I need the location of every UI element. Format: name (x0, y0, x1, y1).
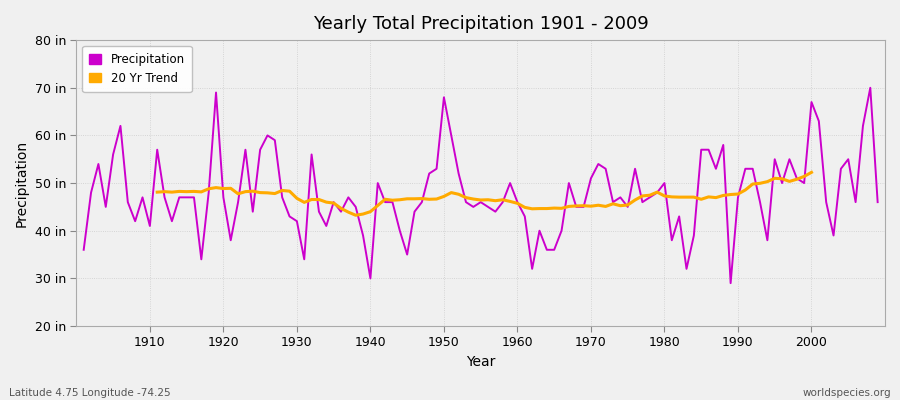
Text: Latitude 4.75 Longitude -74.25: Latitude 4.75 Longitude -74.25 (9, 388, 171, 398)
X-axis label: Year: Year (466, 355, 495, 369)
Title: Yearly Total Precipitation 1901 - 2009: Yearly Total Precipitation 1901 - 2009 (313, 15, 649, 33)
Legend: Precipitation, 20 Yr Trend: Precipitation, 20 Yr Trend (82, 46, 192, 92)
Y-axis label: Precipitation: Precipitation (15, 140, 29, 227)
Text: worldspecies.org: worldspecies.org (803, 388, 891, 398)
